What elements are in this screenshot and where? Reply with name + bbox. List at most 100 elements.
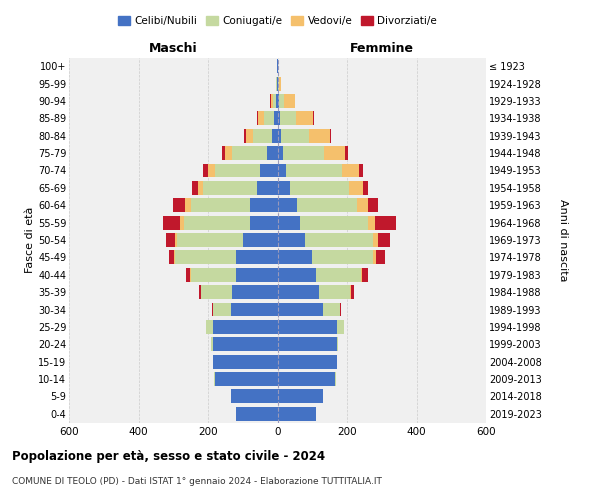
Bar [309, 129, 329, 142]
Bar [362, 268, 368, 281]
Bar [236, 407, 277, 421]
Bar [213, 302, 230, 316]
Bar [277, 76, 278, 90]
Bar [276, 76, 277, 90]
Bar [250, 216, 277, 230]
Bar [290, 181, 349, 195]
Bar [212, 302, 213, 316]
Bar [277, 112, 280, 126]
Bar [230, 390, 277, 404]
Bar [296, 112, 313, 126]
Bar [279, 76, 281, 90]
Text: COMUNE DI TEOLO (PD) - Dati ISTAT 1° gennaio 2024 - Elaborazione TUTTITALIA.IT: COMUNE DI TEOLO (PD) - Dati ISTAT 1° gen… [12, 478, 382, 486]
Bar [263, 112, 274, 126]
Bar [163, 216, 180, 230]
Bar [177, 233, 243, 247]
Bar [213, 320, 277, 334]
Bar [257, 112, 259, 126]
Bar [378, 233, 391, 247]
Bar [373, 233, 378, 247]
Bar [272, 129, 277, 142]
Bar [276, 94, 277, 108]
Bar [272, 94, 276, 108]
Bar [279, 94, 284, 108]
Bar [277, 268, 316, 281]
Bar [199, 285, 201, 299]
Bar [345, 146, 348, 160]
Bar [185, 198, 191, 212]
Y-axis label: Anni di nascita: Anni di nascita [559, 198, 568, 281]
Bar [232, 285, 277, 299]
Bar [362, 181, 368, 195]
Bar [325, 146, 345, 160]
Bar [175, 233, 177, 247]
Bar [274, 112, 277, 126]
Bar [213, 338, 277, 351]
Bar [203, 164, 208, 177]
Bar [193, 181, 197, 195]
Bar [277, 146, 283, 160]
Bar [206, 320, 213, 334]
Bar [226, 146, 232, 160]
Bar [277, 216, 300, 230]
Bar [280, 112, 296, 126]
Bar [277, 407, 316, 421]
Bar [323, 302, 340, 316]
Bar [296, 198, 358, 212]
Bar [319, 285, 350, 299]
Bar [277, 198, 296, 212]
Bar [373, 250, 376, 264]
Bar [350, 285, 351, 299]
Bar [271, 94, 272, 108]
Legend: Celibi/Nubili, Coniugati/e, Vedovi/e, Divorziati/e: Celibi/Nubili, Coniugati/e, Vedovi/e, Di… [114, 12, 441, 30]
Bar [337, 338, 338, 351]
Bar [277, 354, 337, 368]
Bar [277, 372, 335, 386]
Bar [174, 250, 175, 264]
Bar [246, 129, 253, 142]
Bar [244, 129, 246, 142]
Bar [277, 320, 337, 334]
Bar [277, 164, 286, 177]
Text: Maschi: Maschi [149, 42, 197, 55]
Bar [284, 94, 295, 108]
Bar [277, 390, 323, 404]
Bar [213, 354, 277, 368]
Text: Femmine: Femmine [350, 42, 414, 55]
Bar [214, 372, 215, 386]
Bar [305, 233, 373, 247]
Bar [197, 181, 203, 195]
Bar [211, 338, 213, 351]
Bar [351, 285, 354, 299]
Bar [215, 372, 277, 386]
Bar [267, 146, 277, 160]
Bar [191, 198, 250, 212]
Bar [250, 198, 277, 212]
Bar [180, 216, 184, 230]
Bar [190, 268, 191, 281]
Bar [316, 268, 361, 281]
Bar [277, 129, 281, 142]
Bar [187, 268, 190, 281]
Text: Popolazione per età, sesso e stato civile - 2024: Popolazione per età, sesso e stato civil… [12, 450, 325, 463]
Bar [359, 164, 364, 177]
Bar [358, 198, 368, 212]
Bar [184, 216, 250, 230]
Bar [243, 233, 277, 247]
Bar [215, 164, 260, 177]
Bar [376, 250, 385, 264]
Bar [236, 268, 277, 281]
Bar [259, 112, 263, 126]
Bar [286, 164, 342, 177]
Bar [169, 250, 174, 264]
Bar [283, 146, 325, 160]
Bar [191, 268, 236, 281]
Bar [278, 76, 279, 90]
Bar [375, 216, 395, 230]
Bar [329, 129, 331, 142]
Bar [361, 268, 362, 281]
Bar [368, 216, 375, 230]
Bar [253, 129, 272, 142]
Bar [277, 94, 279, 108]
Bar [340, 302, 341, 316]
